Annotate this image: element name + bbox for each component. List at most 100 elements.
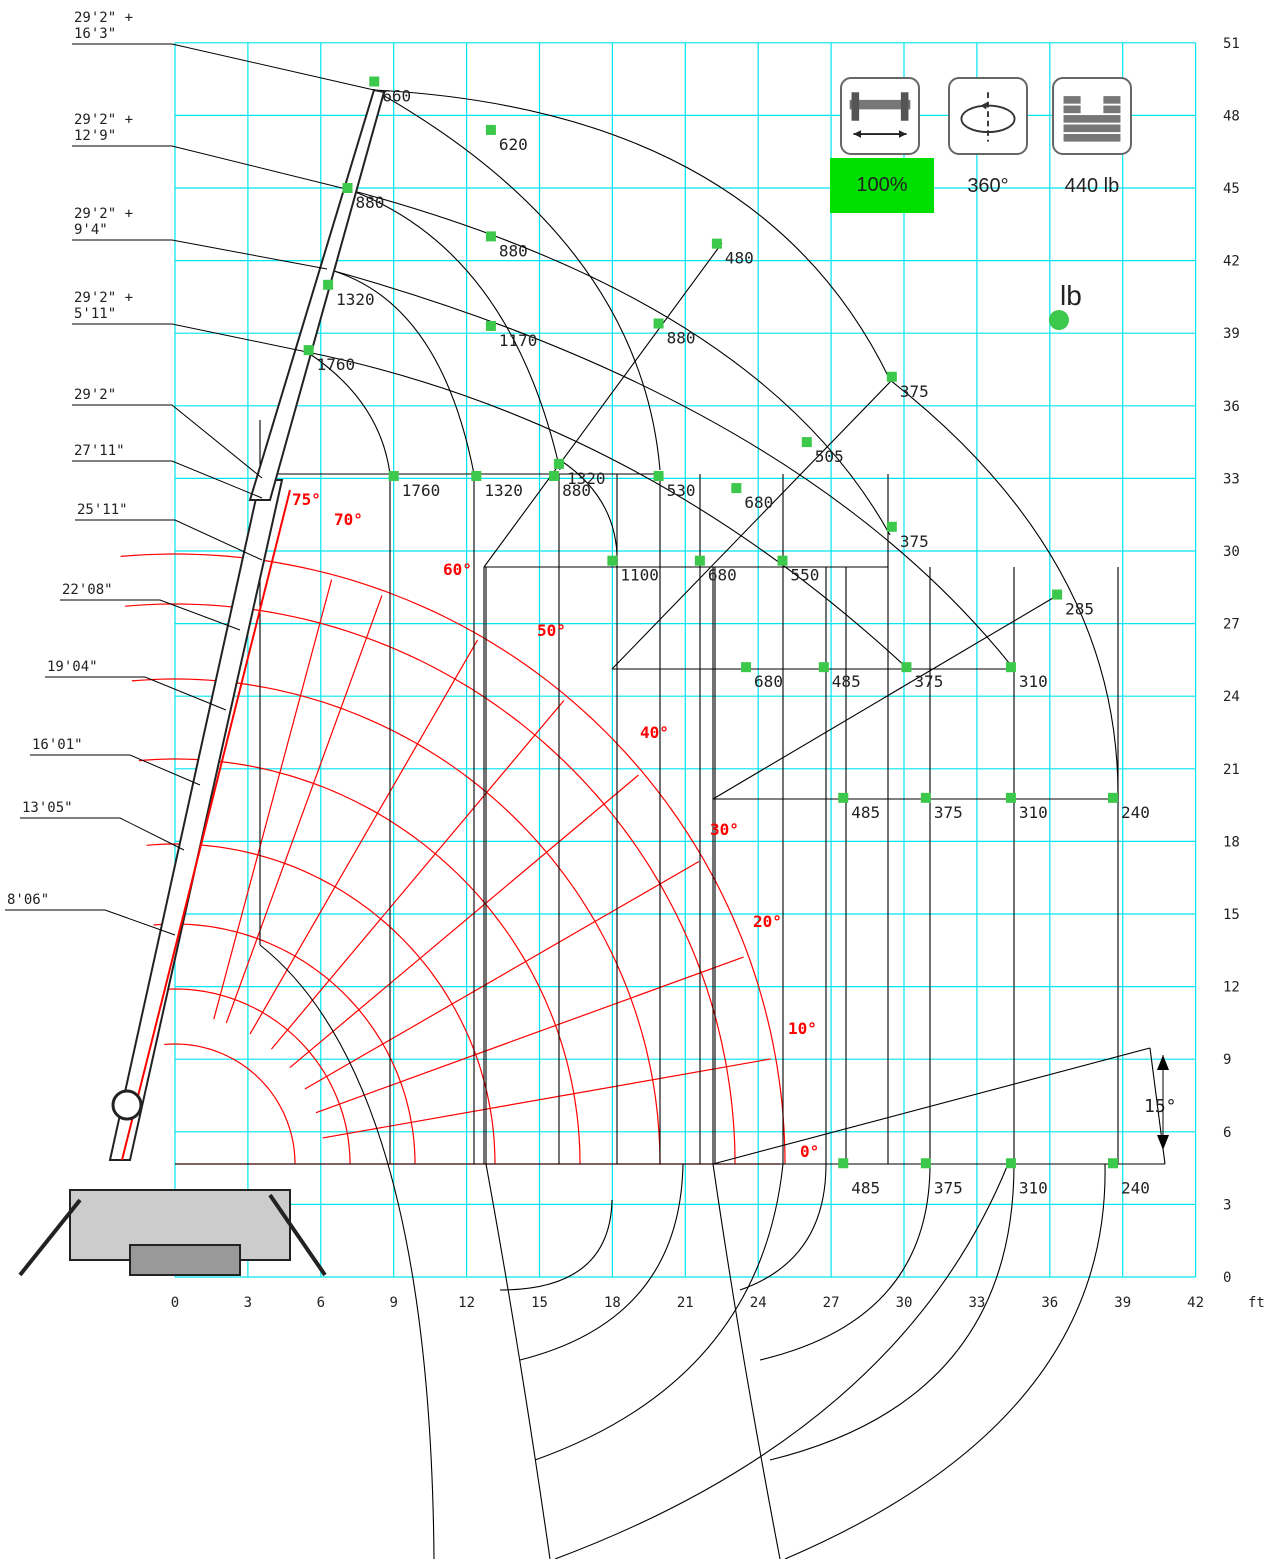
jib-arrow-head [1157, 1055, 1169, 1070]
load-value-label: 310 [1019, 1178, 1048, 1197]
x-tick-label: 42 [1187, 1295, 1204, 1311]
load-value-label: 375 [914, 672, 943, 691]
load-point [838, 792, 849, 803]
load-point [553, 458, 564, 469]
reach-arc [559, 459, 618, 568]
y-tick-label: 39 [1223, 326, 1240, 342]
angle-ray [322, 1058, 771, 1139]
load-point [323, 279, 334, 290]
boom-length-label: 25'11" [77, 502, 128, 518]
rotation-icon[interactable] [948, 77, 1028, 155]
load-point [731, 483, 742, 494]
angle-label: 10° [788, 1019, 817, 1038]
load-value-label: 880 [499, 241, 528, 260]
reach-arc [534, 1163, 784, 1461]
boom-length-label: 16'01" [32, 737, 83, 753]
reach-arc [306, 351, 391, 475]
load-point [838, 1158, 849, 1169]
reach-arc [259, 944, 435, 1559]
crane-silhouette [18, 88, 386, 1277]
load-value-label: 375 [934, 1178, 963, 1197]
load-value-label: 375 [934, 803, 963, 822]
y-tick-label: 36 [1223, 399, 1240, 415]
pivot [111, 1089, 143, 1121]
load-value-label: 1320 [567, 469, 606, 488]
load-point [1005, 792, 1016, 803]
y-tick-label: 24 [1223, 689, 1240, 705]
load-point [485, 231, 496, 242]
load-point [694, 555, 705, 566]
reach-arc [784, 1163, 1106, 1559]
reach-arc [326, 268, 475, 475]
angle-ray [304, 860, 700, 1090]
load-value-label: 530 [667, 481, 696, 500]
load-point [388, 470, 399, 481]
boom-length-label: 29'2" [74, 387, 116, 403]
y-tick-label: 15 [1223, 907, 1240, 923]
y-tick-label: 51 [1223, 36, 1240, 52]
angle-arc [146, 843, 496, 1165]
load-value-label: 485 [851, 1178, 880, 1197]
boom-length-leader [45, 676, 227, 711]
load-value-label: 880 [667, 329, 696, 348]
counterweight-icon[interactable] [1052, 77, 1132, 155]
reach-arc [485, 1163, 551, 1559]
boom-length-label: 13'05" [22, 800, 73, 816]
boom-centreline [121, 489, 291, 1161]
load-value-label: 880 [356, 193, 385, 212]
outrigger-icon[interactable] [840, 77, 920, 155]
boom-length-leaders: 29'2" +16'3"29'2" +12'9"29'2" +9'4"29'2"… [5, 10, 375, 936]
load-value-label: 375 [900, 532, 929, 551]
load-point [711, 238, 722, 249]
x-tick-label: 30 [896, 1295, 913, 1311]
x-tick-label: 24 [750, 1295, 767, 1311]
boom-length-label: 8'06" [7, 892, 49, 908]
outrigger-right [268, 1193, 327, 1277]
angle-label: 0° [800, 1142, 819, 1161]
jib-line [712, 1047, 1151, 1165]
load-value-label: 240 [1121, 1178, 1150, 1197]
y-tick-label: 27 [1223, 617, 1240, 633]
load-point [549, 470, 560, 481]
angle-arc [153, 923, 416, 1164]
y-tick-label: 9 [1223, 1052, 1231, 1068]
angle-label: 70° [334, 510, 363, 529]
load-value-label: 505 [815, 447, 844, 466]
angle-arc [164, 1043, 296, 1164]
boom-length-label: 16'3" [74, 26, 116, 42]
envelope-line [712, 594, 1059, 800]
boom-angle-rays [175, 579, 780, 1165]
angle-arc [125, 603, 736, 1165]
boom-length-leader [72, 323, 308, 353]
track [129, 1244, 241, 1276]
boom-length-label: 12'9" [74, 128, 116, 144]
boom-length-label: 5'11" [74, 306, 116, 322]
x-tick-label: 27 [823, 1295, 840, 1311]
reach-arc [739, 1163, 827, 1291]
angle-ray [213, 579, 333, 1020]
angle-ray [249, 639, 479, 1035]
load-value-label: 310 [1019, 803, 1048, 822]
load-value-label: 310 [1019, 672, 1048, 691]
reach-arc [349, 189, 561, 471]
load-value-label: 480 [725, 249, 754, 268]
load-value-label: 1320 [484, 481, 523, 500]
rotation-label: 360° [967, 174, 1009, 197]
boom-length-label: 22'08" [62, 582, 113, 598]
reach-arc [326, 268, 1015, 670]
load-point [1052, 589, 1063, 600]
load-value-label: 680 [744, 493, 773, 512]
boom-angle-arcs [120, 553, 786, 1165]
reach-arc [554, 1163, 1009, 1559]
jib-offset-marker: 15° [1144, 1055, 1177, 1150]
load-point [920, 792, 931, 803]
load-point [777, 555, 788, 566]
y-tick-label: 30 [1223, 544, 1240, 560]
angle-label: 60° [443, 560, 472, 579]
load-point [342, 183, 353, 193]
boom-length-leader [72, 145, 351, 191]
load-point [369, 76, 380, 87]
boom-length-leader [60, 599, 241, 631]
boom-length-label: 29'2" + [74, 10, 133, 26]
